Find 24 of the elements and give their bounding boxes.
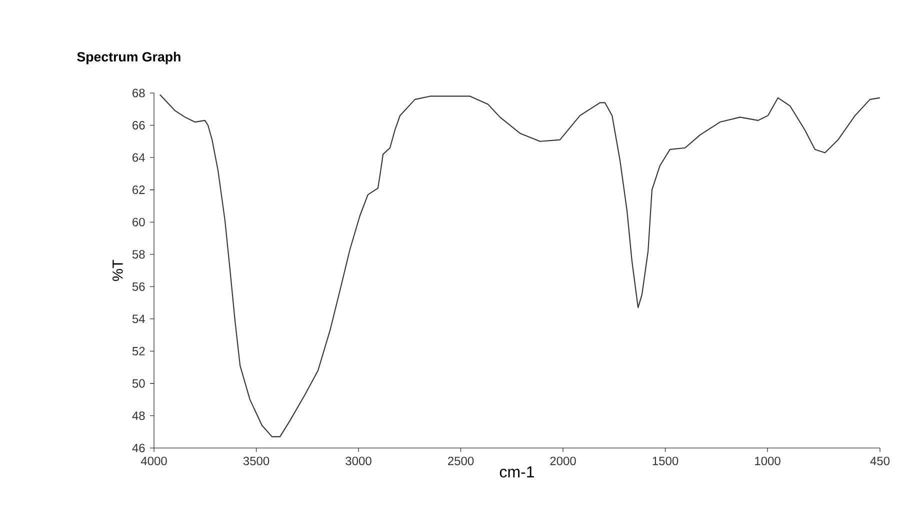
x-tick-label: 1000 xyxy=(755,456,780,466)
y-tick-label: 66 xyxy=(132,121,145,130)
chart-title: Spectrum Graph xyxy=(77,52,180,64)
x-tick-label: 3000 xyxy=(346,456,372,466)
y-tick-label: 50 xyxy=(132,379,145,388)
y-tick-label: 64 xyxy=(132,153,145,162)
y-tick-label: 48 xyxy=(132,411,145,420)
y-tick-label: 58 xyxy=(132,250,145,259)
y-tick-label: 60 xyxy=(132,218,145,226)
y-tick-label: 56 xyxy=(132,282,145,291)
line-series xyxy=(159,94,880,438)
x-tick-label: 2000 xyxy=(550,456,576,466)
y-tick-label: 52 xyxy=(132,346,145,356)
x-tick-label: 2500 xyxy=(448,456,474,466)
x-tick-label: 1500 xyxy=(652,456,678,466)
x-tick-label: 450 xyxy=(870,456,890,466)
x-tick-label: 4000 xyxy=(140,456,167,466)
y-tick-label: 62 xyxy=(132,186,145,194)
y-tick-label: 54 xyxy=(132,314,145,324)
x-axis-title: cm-1 xyxy=(500,466,534,478)
y-tick-label: 68 xyxy=(132,88,145,98)
y-axis-title: %T xyxy=(112,260,123,281)
y-tick-label: 46 xyxy=(132,444,145,452)
x-tick-label: 3500 xyxy=(243,456,270,466)
